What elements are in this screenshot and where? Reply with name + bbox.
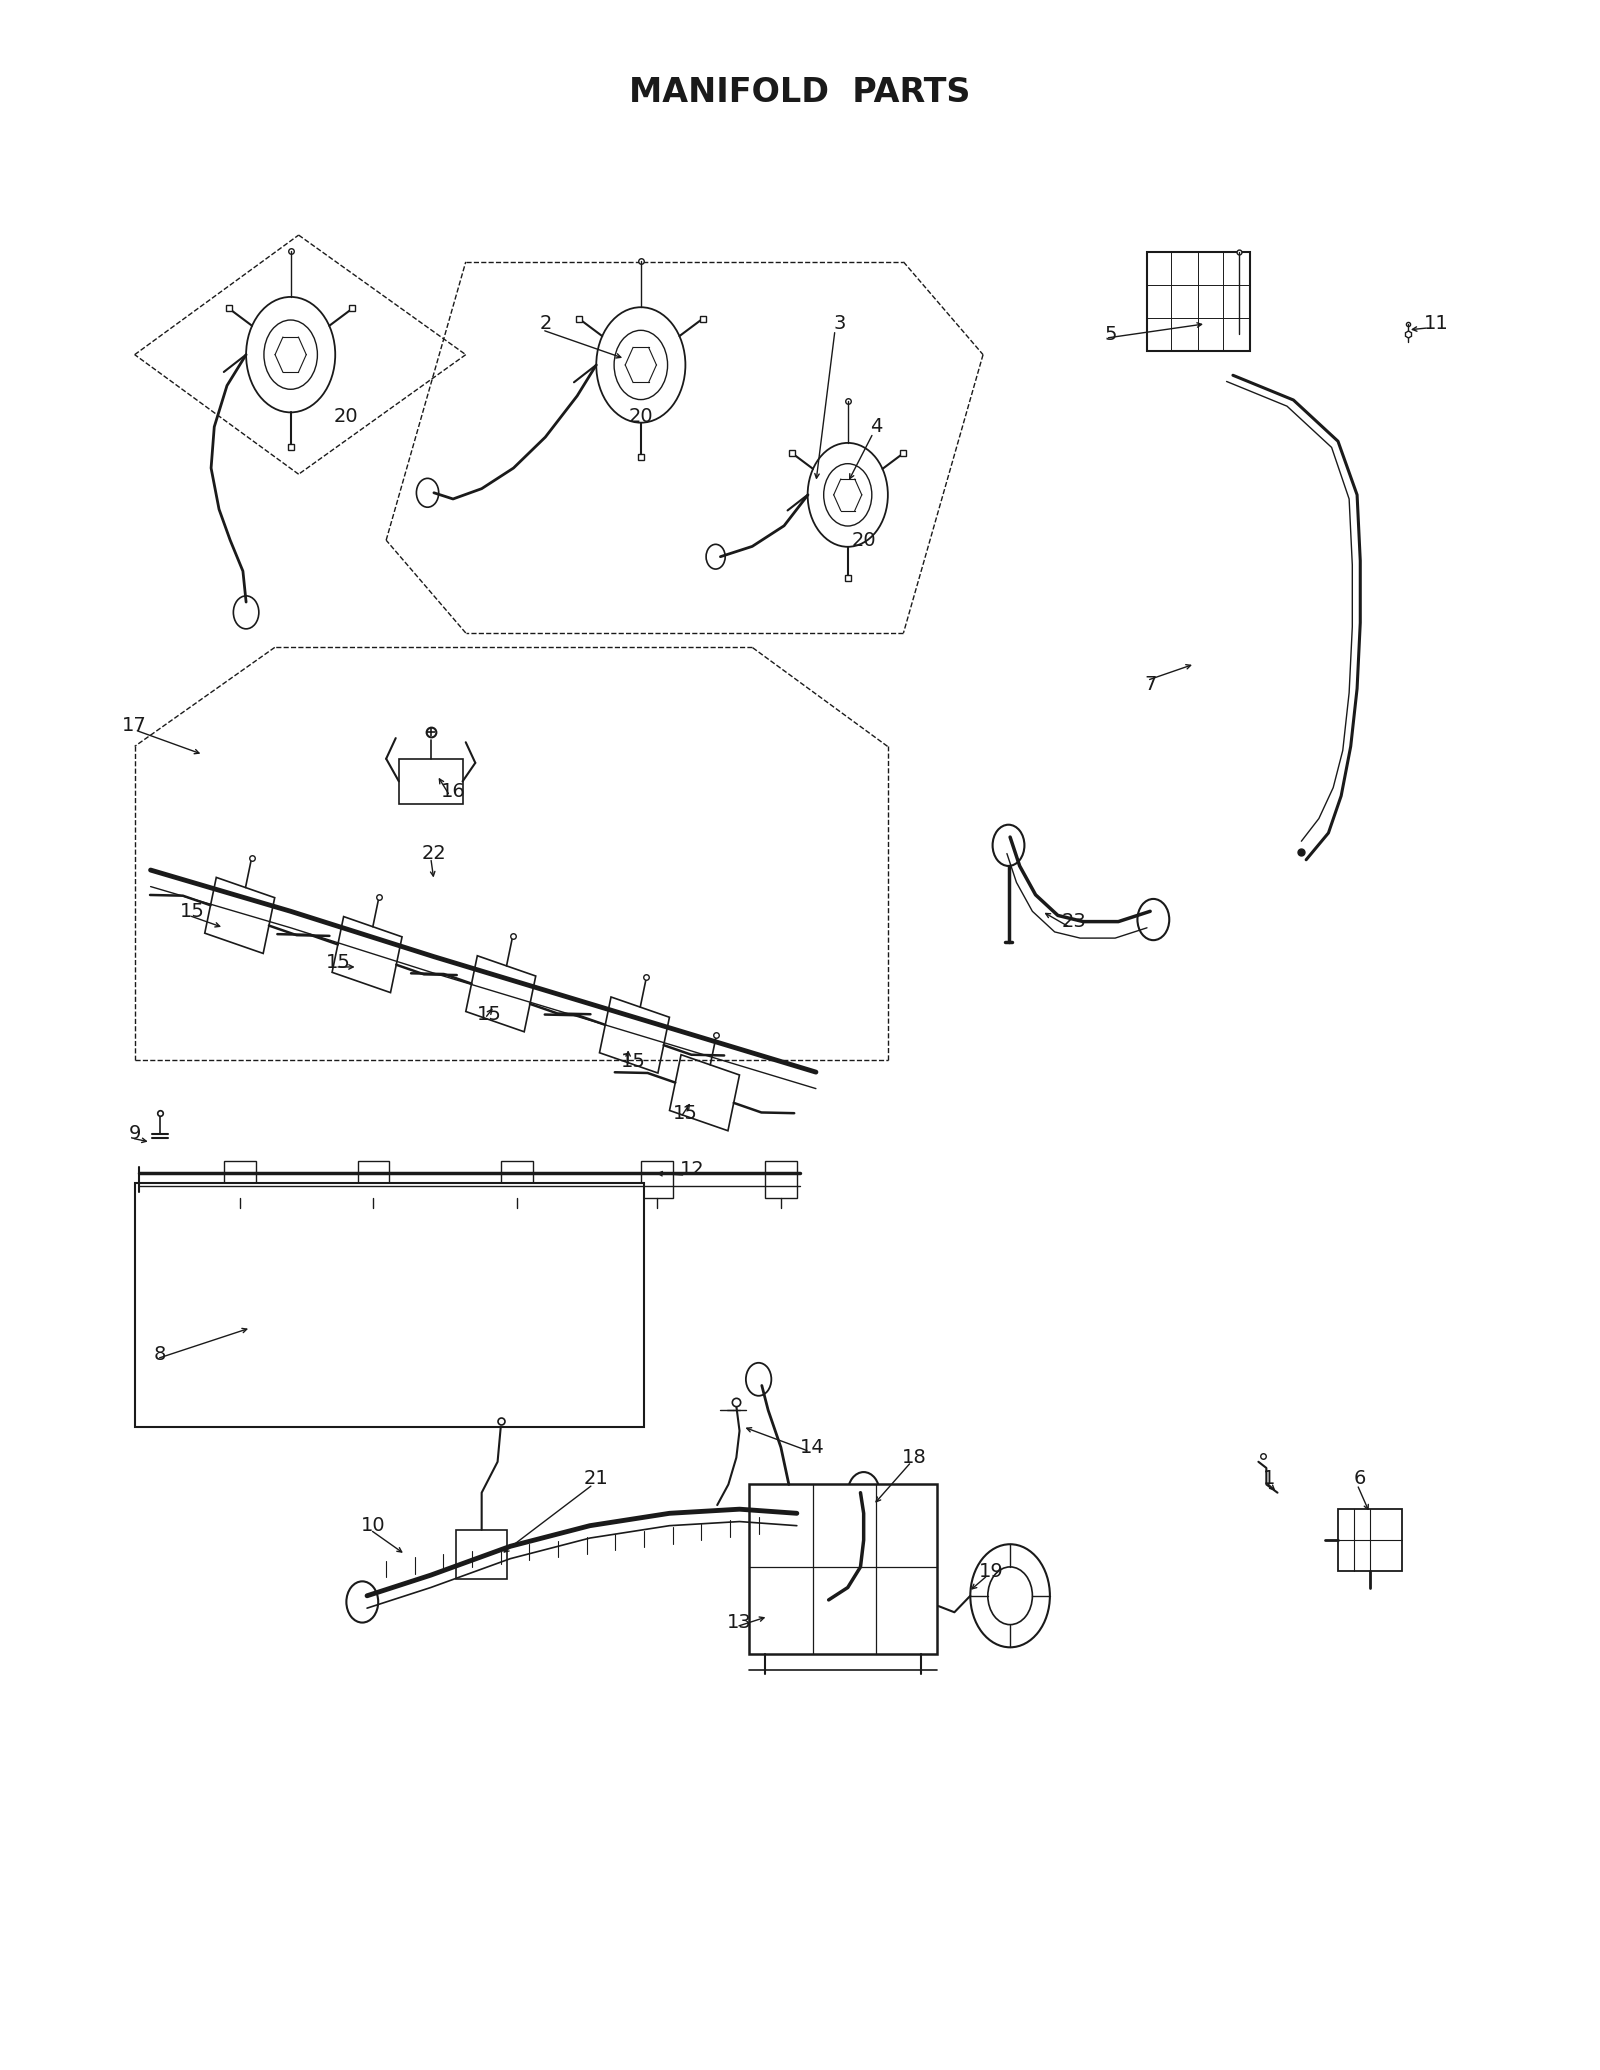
- Text: 8: 8: [154, 1346, 166, 1364]
- Circle shape: [1138, 898, 1170, 940]
- Text: 20: 20: [851, 530, 875, 551]
- Text: 12: 12: [680, 1159, 704, 1178]
- Text: 23: 23: [1061, 913, 1086, 932]
- Bar: [224, 1161, 256, 1199]
- Circle shape: [346, 1581, 378, 1623]
- Bar: [398, 760, 462, 803]
- Text: 13: 13: [726, 1613, 752, 1631]
- Bar: [501, 1161, 533, 1199]
- Polygon shape: [205, 878, 275, 954]
- Polygon shape: [669, 1056, 739, 1130]
- Text: 4: 4: [870, 418, 883, 437]
- Text: 20: 20: [334, 408, 358, 426]
- Text: 11: 11: [1424, 315, 1450, 333]
- Circle shape: [614, 331, 667, 400]
- Circle shape: [706, 544, 725, 569]
- Circle shape: [597, 306, 685, 422]
- Circle shape: [808, 443, 888, 546]
- Bar: [134, 1184, 645, 1426]
- Text: 15: 15: [477, 1004, 502, 1025]
- Text: 6: 6: [1354, 1470, 1366, 1488]
- Text: 5: 5: [1104, 325, 1117, 344]
- Text: 20: 20: [629, 408, 653, 426]
- Circle shape: [824, 464, 872, 526]
- Text: 2: 2: [539, 315, 552, 333]
- Bar: [749, 1484, 938, 1654]
- Text: 10: 10: [362, 1515, 386, 1536]
- Bar: [456, 1530, 507, 1579]
- Circle shape: [264, 321, 317, 389]
- Circle shape: [416, 478, 438, 507]
- Bar: [1338, 1509, 1402, 1571]
- Text: 21: 21: [584, 1470, 608, 1488]
- Circle shape: [992, 824, 1024, 865]
- Text: 1: 1: [1264, 1470, 1275, 1488]
- Polygon shape: [466, 956, 536, 1031]
- Text: MANIFOLD  PARTS: MANIFOLD PARTS: [629, 77, 971, 110]
- Text: 15: 15: [621, 1052, 645, 1072]
- Circle shape: [848, 1472, 880, 1513]
- Text: 18: 18: [902, 1449, 926, 1468]
- Bar: [642, 1161, 672, 1199]
- Text: 14: 14: [800, 1439, 826, 1457]
- Text: 15: 15: [326, 954, 350, 973]
- Text: 16: 16: [440, 782, 466, 801]
- Circle shape: [970, 1544, 1050, 1648]
- Text: 15: 15: [674, 1103, 698, 1122]
- Bar: [357, 1161, 389, 1199]
- Text: 15: 15: [179, 903, 205, 921]
- Text: 3: 3: [834, 315, 846, 333]
- Circle shape: [987, 1567, 1032, 1625]
- Bar: [1147, 253, 1251, 350]
- Text: 19: 19: [979, 1561, 1003, 1581]
- Text: 7: 7: [1144, 675, 1157, 693]
- Text: 22: 22: [421, 845, 446, 863]
- Circle shape: [246, 296, 336, 412]
- Bar: [765, 1161, 797, 1199]
- Circle shape: [234, 596, 259, 629]
- Polygon shape: [333, 917, 402, 994]
- Circle shape: [746, 1362, 771, 1395]
- Text: 17: 17: [122, 716, 147, 735]
- Polygon shape: [600, 998, 669, 1072]
- Text: 9: 9: [128, 1124, 141, 1143]
